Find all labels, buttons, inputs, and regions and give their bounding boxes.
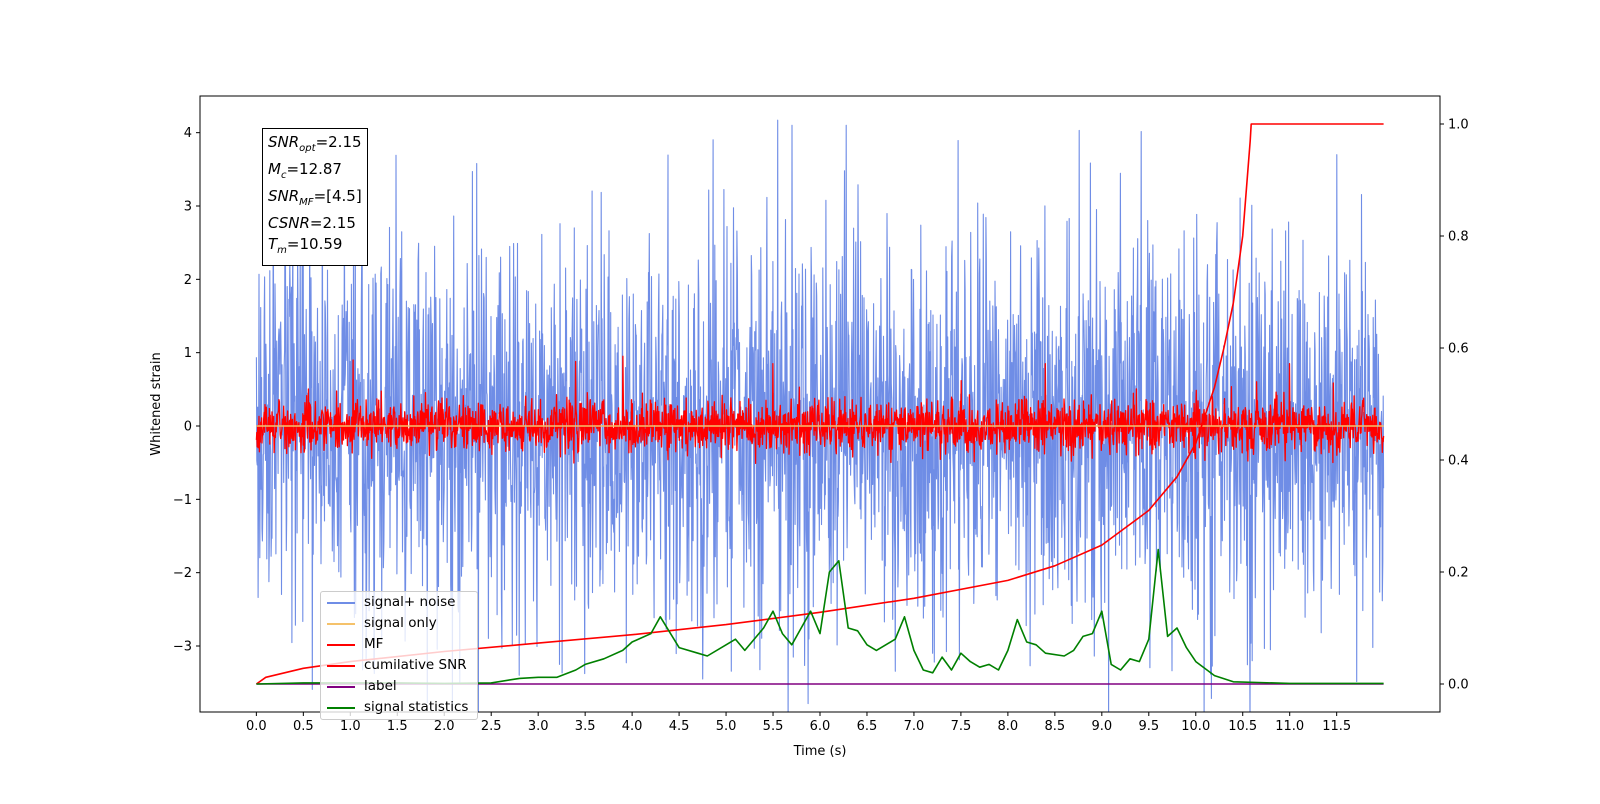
y-tick-label: 0 — [184, 420, 192, 435]
y-tick-label: 3 — [184, 200, 192, 215]
legend-swatch — [327, 686, 355, 688]
annotation-snr-opt: SNRopt=2.15 — [268, 133, 362, 154]
x-tick-label: 4.5 — [669, 719, 690, 734]
x-tick-label: 5.5 — [763, 719, 784, 734]
legend-label: signal statistics — [364, 699, 469, 715]
x-tick-label: 8.5 — [1045, 719, 1066, 734]
y2-tick-label: 1.0 — [1448, 118, 1469, 133]
legend-label: signal only — [364, 615, 437, 631]
y2-tick-label: 0.6 — [1448, 342, 1469, 357]
x-tick-label: 2.0 — [434, 719, 455, 734]
series-signal-noise — [255, 119, 1385, 712]
y-tick-label: −2 — [173, 566, 192, 581]
annotation-csnr: CSNR=2.15 — [268, 214, 356, 232]
legend-label: cumilative SNR — [364, 657, 467, 673]
x-tick-label: 9.0 — [1091, 719, 1112, 734]
x-tick-label: 10.0 — [1181, 719, 1210, 734]
legend-item-signal-noise: signal+ noise — [321, 592, 477, 613]
legend-label: MF — [364, 636, 384, 652]
y2-tick-label: 0.8 — [1448, 230, 1469, 245]
x-tick-label: 11.5 — [1322, 719, 1351, 734]
x-tick-label: 1.5 — [387, 719, 408, 734]
x-tick-label: 1.0 — [340, 719, 361, 734]
legend: signal+ noise signal only MF cumilative … — [320, 591, 478, 720]
x-tick-label: 2.5 — [481, 719, 502, 734]
x-tick-label: 6.0 — [810, 719, 831, 734]
y2-tick-label: 0.0 — [1448, 678, 1469, 693]
legend-item-signal-only: signal only — [321, 613, 477, 634]
annotation-tm: Tm=10.59 — [268, 235, 343, 256]
legend-swatch — [327, 707, 355, 709]
legend-label: signal+ noise — [364, 594, 456, 610]
x-tick-label: 10.5 — [1228, 719, 1257, 734]
y-tick-label: 1 — [184, 346, 192, 361]
x-tick-label: 3.0 — [528, 719, 549, 734]
x-tick-label: 7.0 — [904, 719, 925, 734]
y-tick-label: 2 — [184, 273, 192, 288]
legend-swatch — [327, 623, 355, 625]
x-tick-label: 3.5 — [575, 719, 596, 734]
x-axis-label: Time (s) — [793, 744, 847, 759]
y2-tick-label: 0.4 — [1448, 454, 1469, 469]
y-tick-label: 4 — [184, 126, 192, 141]
x-tick-label: 8.0 — [998, 719, 1019, 734]
series-mf — [255, 355, 1385, 465]
legend-item-mf: MF — [321, 634, 477, 655]
legend-swatch — [327, 665, 355, 667]
x-tick-label: 11.0 — [1275, 719, 1304, 734]
x-tick-label: 9.5 — [1138, 719, 1159, 734]
x-tick-label: 7.5 — [951, 719, 972, 734]
legend-item-signal-statistics: signal statistics — [321, 697, 477, 718]
y-tick-label: −3 — [173, 640, 192, 655]
x-tick-label: 6.5 — [857, 719, 878, 734]
legend-swatch — [327, 644, 355, 646]
y-tick-label: −1 — [173, 493, 192, 508]
x-tick-label: 0.5 — [293, 719, 314, 734]
legend-item-cumulative-snr: cumilative SNR — [321, 655, 477, 676]
y2-tick-label: 0.2 — [1448, 566, 1469, 581]
annotation-mc: Mc=12.87 — [268, 160, 342, 181]
x-tick-label: 0.0 — [246, 719, 267, 734]
legend-swatch — [327, 602, 355, 604]
x-tick-label: 5.0 — [716, 719, 737, 734]
annotation-snr-mf: SNRMF=[4.5] — [268, 187, 362, 208]
parameter-annotation-box: SNRopt=2.15 Mc=12.87 SNRMF=[4.5] CSNR=2.… — [262, 128, 368, 266]
y-axis-label: Whitened strain — [149, 352, 164, 455]
x-tick-label: 4.0 — [622, 719, 643, 734]
series-signal-statistics — [256, 548, 1384, 685]
legend-item-label: label — [321, 676, 477, 697]
legend-label: label — [364, 678, 397, 694]
